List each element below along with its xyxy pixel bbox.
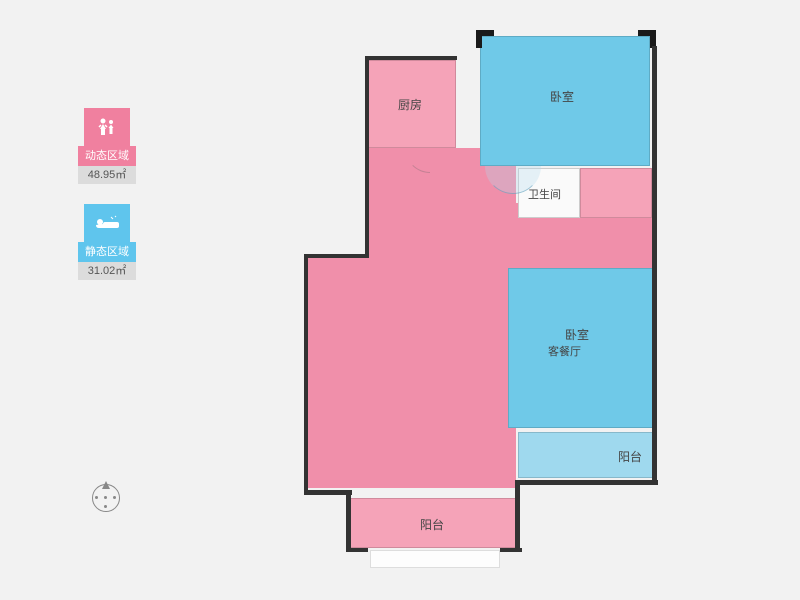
wall-bot-right <box>518 480 658 485</box>
balcony2-label: 阳台 <box>618 448 642 465</box>
wall-right <box>652 46 657 482</box>
wall-bot <box>346 548 368 552</box>
room-strip <box>508 233 656 268</box>
room-gap <box>370 550 500 568</box>
legend-static: 静态区域 31.02㎡ <box>78 204 136 280</box>
living-label: 客餐厅 <box>548 343 581 359</box>
wall-tl2 <box>476 30 482 48</box>
wall-top <box>365 56 457 60</box>
room-living-main <box>308 258 516 488</box>
wall-kitchen-left <box>365 56 369 151</box>
bedroom2-label: 卧室 <box>565 326 589 343</box>
wall-left-top <box>304 254 369 258</box>
wall-bot-left2 <box>346 490 351 552</box>
floorplan: 厨房 卧室 卫生间 卧室 客餐厅 阳台 阳台 <box>290 28 690 573</box>
wall-left1 <box>304 254 308 492</box>
bedroom1-label: 卧室 <box>550 88 574 105</box>
wall-bot-mid <box>515 480 520 552</box>
balcony1-label: 阳台 <box>420 516 444 533</box>
legend-static-value: 31.02㎡ <box>78 262 136 280</box>
wall-kitchen-bot <box>365 148 369 258</box>
legend-dynamic-label: 动态区域 <box>78 146 136 166</box>
legend-static-label: 静态区域 <box>78 242 136 262</box>
wall-bot-left <box>304 490 352 495</box>
legend: 动态区域 48.95㎡ 静态区域 31.02㎡ <box>78 108 136 300</box>
legend-dynamic-value: 48.95㎡ <box>78 166 136 184</box>
sleep-icon <box>84 204 130 242</box>
bathroom-label: 卫生间 <box>528 186 561 202</box>
kitchen-label: 厨房 <box>398 96 422 113</box>
people-icon <box>84 108 130 146</box>
room-bedroom2 <box>508 268 656 428</box>
compass-icon <box>92 484 120 512</box>
room-bathroom-side <box>580 168 652 218</box>
legend-dynamic: 动态区域 48.95㎡ <box>78 108 136 184</box>
